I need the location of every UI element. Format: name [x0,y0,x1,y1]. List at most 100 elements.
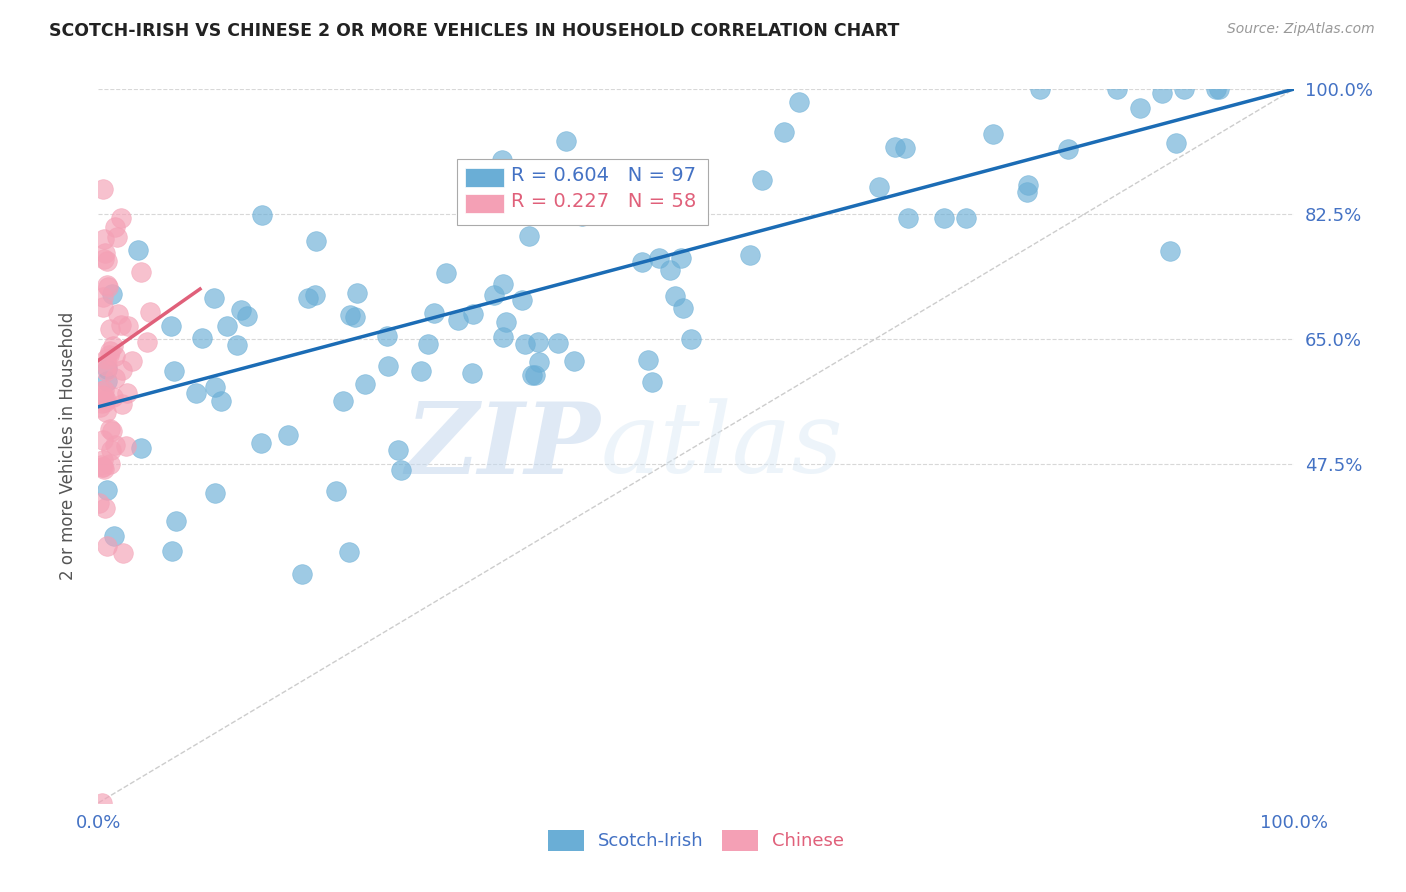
Point [94,501,117,516]
Point [225,338,247,352]
Point [1205,82,1227,96]
Point [209,394,232,409]
Point [98,348,121,362]
Point [231,303,253,318]
Point [422,305,444,319]
Text: SCOTCH-IRISH VS CHINESE 2 OR MORE VEHICLES IN HOUSEHOLD CORRELATION CHART: SCOTCH-IRISH VS CHINESE 2 OR MORE VEHICL… [49,22,900,40]
Point [297,291,319,305]
Point [94,395,117,409]
Point [304,288,326,302]
Point [91,796,114,810]
Point [115,386,138,401]
Point [111,546,134,560]
Point [1152,86,1174,100]
Point [110,211,132,225]
Point [117,319,139,334]
Point [416,336,439,351]
Point [332,393,354,408]
Point [91,460,114,475]
Point [94,246,117,260]
Point [236,309,259,323]
Point [96,364,118,378]
Point [562,354,585,368]
Point [277,427,299,442]
Point [111,363,134,377]
Point [107,307,129,321]
Point [96,362,118,376]
Point [96,278,118,293]
Point [1107,82,1129,96]
Point [679,332,702,346]
Point [250,208,273,222]
Point [893,141,915,155]
Point [631,255,654,269]
Point [101,425,124,439]
Point [354,376,377,391]
Y-axis label: 2 or more Vehicles in Household: 2 or more Vehicles in Household [59,312,77,580]
Point [510,293,533,308]
Point [89,400,111,414]
Point [346,285,368,300]
Point [103,529,125,543]
Point [305,234,328,248]
FancyBboxPatch shape [457,159,709,225]
Point [98,321,121,335]
Point [339,545,361,559]
Point [492,330,515,344]
Point [135,334,157,349]
Point [637,353,659,368]
Point [202,291,225,305]
Point [103,219,125,234]
Point [520,368,543,382]
Point [571,209,593,223]
Point [934,211,956,225]
Point [387,443,409,458]
Point [93,232,115,246]
Point [659,262,682,277]
Text: atlas: atlas [600,399,844,493]
Point [1056,142,1078,156]
Point [1173,82,1195,96]
Point [1129,101,1152,115]
Point [93,290,115,304]
Point [101,338,124,352]
Point [447,313,470,327]
Point [93,389,115,403]
Point [981,128,1004,142]
Point [160,544,183,558]
Point [1208,82,1230,96]
Point [129,265,152,279]
Point [131,442,153,456]
Point [1164,136,1187,150]
Point [738,248,761,262]
Point [787,95,810,110]
Point [91,396,114,410]
Point [897,211,920,225]
Point [1017,186,1039,200]
Point [91,301,114,315]
Point [94,405,117,419]
Point [377,359,399,373]
Point [640,375,662,389]
Point [491,153,513,167]
Point [482,288,505,302]
Point [672,301,695,315]
Point [375,329,398,343]
Point [204,380,226,394]
Point [96,359,118,374]
Point [87,496,110,510]
Point [1159,244,1181,258]
Point [96,374,118,388]
Point [93,182,115,196]
Point [105,230,128,244]
Point [344,310,367,324]
Point [291,567,314,582]
Point [111,397,134,411]
Point [491,176,513,190]
Point [567,163,589,178]
Point [664,289,686,303]
Text: Source: ZipAtlas.com: Source: ZipAtlas.com [1227,22,1375,37]
Point [339,308,361,322]
Point [163,364,186,378]
Point [463,307,485,321]
